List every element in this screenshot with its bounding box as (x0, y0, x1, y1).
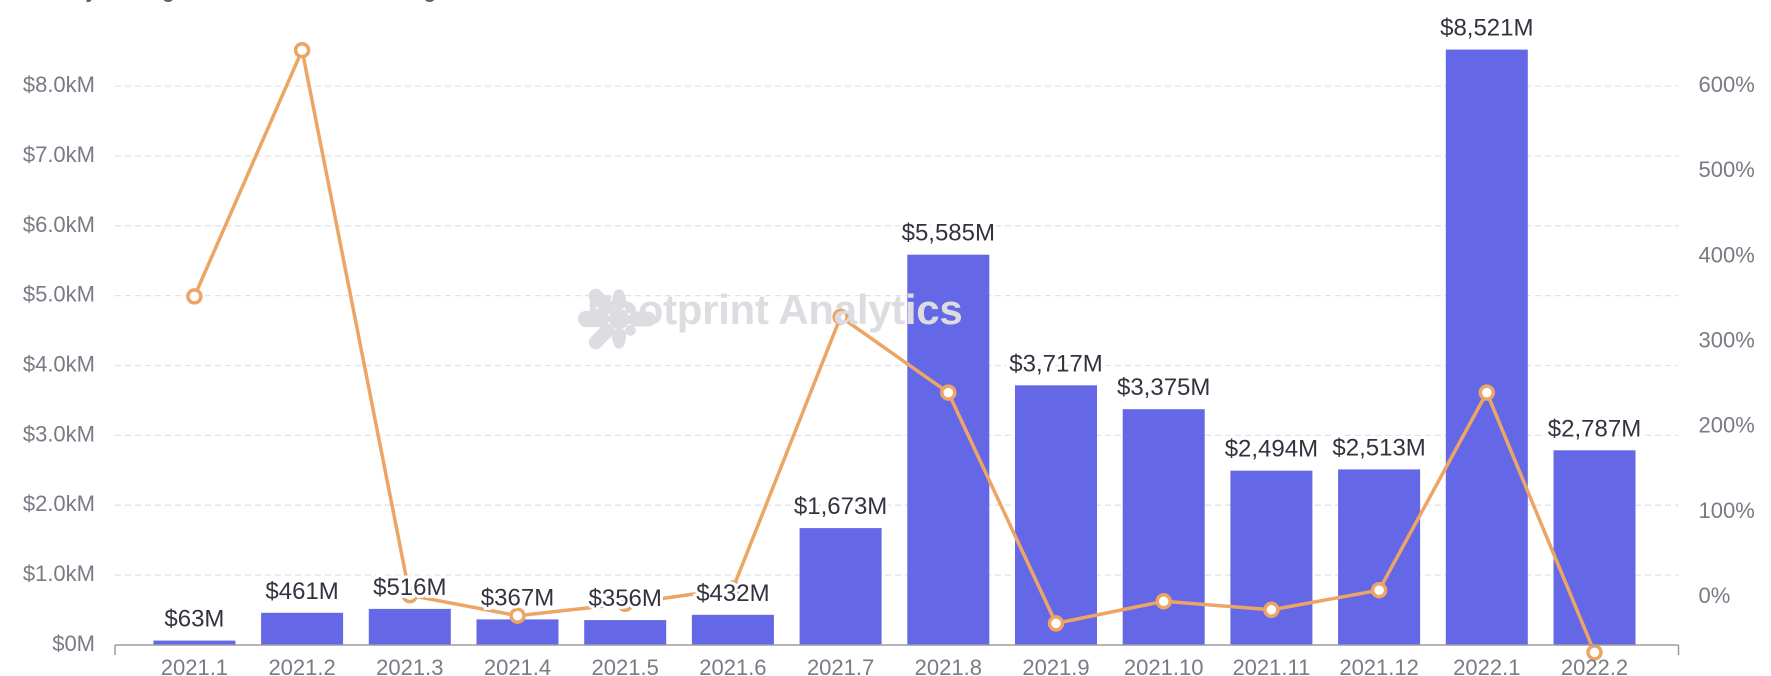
svg-text:0%: 0% (1699, 583, 1731, 608)
svg-text:2021.7: 2021.7 (807, 655, 874, 676)
svg-text:$367M: $367M (481, 584, 554, 611)
svg-text:$356M: $356M (589, 585, 662, 612)
svg-text:2021.9: 2021.9 (1022, 655, 1089, 676)
svg-text:2022.2: 2022.2 (1561, 655, 1628, 676)
svg-text:$5,585M: $5,585M (902, 220, 995, 247)
svg-text:$7.0kM: $7.0kM (23, 142, 95, 167)
svg-text:$6.0kM: $6.0kM (23, 212, 95, 237)
svg-text:$2,494M: $2,494M (1225, 436, 1318, 463)
svg-text:2021.1: 2021.1 (161, 655, 228, 676)
svg-text:2021.8: 2021.8 (915, 655, 982, 676)
svg-text:$1,673M: $1,673M (794, 493, 887, 520)
svg-text:$3.0kM: $3.0kM (23, 421, 95, 446)
svg-text:300%: 300% (1699, 328, 1755, 353)
svg-text:100%: 100% (1699, 498, 1755, 523)
svg-text:2021.4: 2021.4 (484, 655, 551, 676)
svg-text:2021.11: 2021.11 (1232, 655, 1310, 676)
svg-text:2022.1: 2022.1 (1453, 655, 1520, 676)
svg-text:500%: 500% (1699, 157, 1755, 182)
svg-text:2021.10: 2021.10 (1124, 655, 1204, 676)
svg-text:$2.0kM: $2.0kM (23, 491, 95, 516)
svg-text:$461M: $461M (265, 578, 338, 605)
svg-text:2021.2: 2021.2 (268, 655, 335, 676)
svg-text:$2,513M: $2,513M (1332, 434, 1425, 461)
svg-text:$4.0kM: $4.0kM (23, 352, 95, 377)
svg-text:2021.5: 2021.5 (592, 655, 659, 676)
svg-text:2021.12: 2021.12 (1339, 655, 1419, 676)
svg-text:400%: 400% (1699, 242, 1755, 267)
svg-text:$8,521M: $8,521M (1440, 15, 1533, 42)
svg-text:$5.0kM: $5.0kM (23, 282, 95, 307)
svg-text:$0M: $0M (52, 631, 95, 656)
svg-text:$1.0kM: $1.0kM (23, 561, 95, 586)
svg-text:200%: 200% (1699, 413, 1755, 438)
svg-text:$63M: $63M (164, 606, 224, 633)
svg-text:$2,787M: $2,787M (1548, 415, 1641, 442)
svg-text:$3,375M: $3,375M (1117, 374, 1210, 401)
svg-text:2021.6: 2021.6 (699, 655, 766, 676)
svg-text:$432M: $432M (696, 580, 769, 607)
svg-text:600%: 600% (1699, 72, 1755, 97)
svg-text:$3,717M: $3,717M (1009, 350, 1102, 377)
svg-text:$516M: $516M (373, 574, 446, 601)
svg-text:$8.0kM: $8.0kM (23, 72, 95, 97)
svg-text:2021.3: 2021.3 (376, 655, 443, 676)
